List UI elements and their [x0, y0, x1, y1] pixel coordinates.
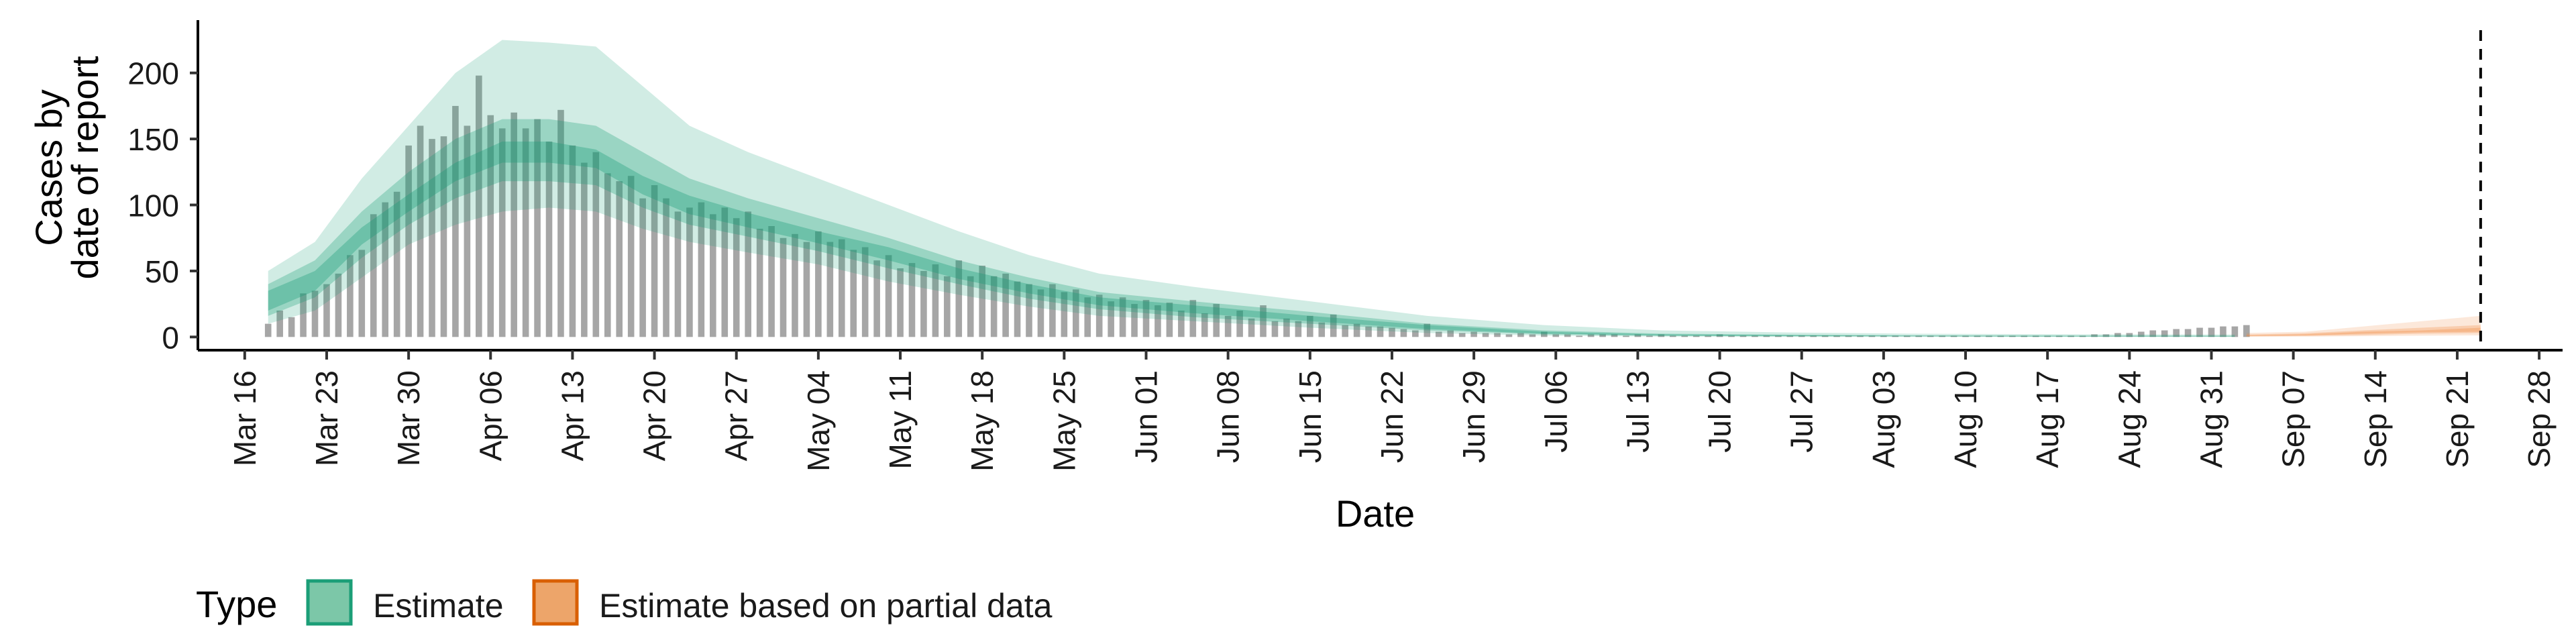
x-tick-label: Jun 01: [1128, 370, 1163, 463]
y-axis-ticks: 0 50 100 150 200: [127, 56, 198, 356]
x-tick-label: Aug 31: [2194, 370, 2229, 468]
x-tick-label: May 04: [801, 370, 836, 472]
y-tick-label: 100: [127, 189, 179, 223]
x-tick-label: Sep 21: [2440, 370, 2475, 468]
legend-estimate-label: Estimate: [373, 587, 504, 625]
x-tick-label: Sep 28: [2522, 370, 2557, 468]
x-tick-label: Jun 22: [1375, 370, 1409, 463]
x-tick-label: Aug 10: [1948, 370, 1983, 468]
legend: Type Estimate Estimate based on partial …: [196, 581, 1053, 625]
y-tick-label: 0: [162, 320, 179, 355]
x-tick-label: Jul 06: [1538, 370, 1573, 453]
case-bar: [288, 317, 295, 337]
y-tick-label: 150: [127, 122, 179, 157]
legend-title: Type: [196, 583, 277, 625]
legend-partial-label: Estimate based on partial data: [599, 587, 1053, 625]
x-tick-label: May 18: [965, 370, 1000, 472]
x-tick-label: Mar 16: [227, 370, 262, 466]
x-tick-label: Jul 20: [1703, 370, 1737, 453]
x-tick-label: Mar 23: [309, 370, 344, 466]
x-tick-label: Aug 17: [2030, 370, 2065, 468]
x-tick-label: Sep 14: [2358, 370, 2393, 468]
x-tick-label: Jun 15: [1293, 370, 1328, 463]
x-tick-label: Jul 13: [1620, 370, 1655, 453]
x-tick-label: Jun 29: [1456, 370, 1491, 463]
x-tick-label: Aug 03: [1866, 370, 1901, 468]
x-tick-label: Apr 06: [473, 370, 508, 462]
x-tick-label: Jul 27: [1784, 370, 1819, 453]
x-tick-label: Jun 08: [1211, 370, 1246, 463]
x-tick-label: May 11: [883, 370, 918, 469]
x-tick-label: Sep 07: [2276, 370, 2311, 468]
x-tick-label: Apr 13: [555, 370, 590, 462]
x-tick-label: Apr 20: [637, 370, 672, 462]
case-bar: [265, 324, 272, 337]
y-axis-title-line2: date of report: [64, 56, 106, 280]
x-axis-ticks: Mar 16 Mar 23 Mar 30 Apr 06 Apr 13 Apr 20 Apr …: [227, 350, 2557, 472]
x-tick-label: Apr 27: [719, 370, 754, 462]
partial-estimate-ribbons: [2247, 316, 2481, 337]
y-tick-label: 200: [127, 56, 179, 91]
legend-estimate-swatch: [308, 581, 351, 624]
x-axis-title: Date: [1336, 492, 1415, 535]
legend-partial-swatch: [534, 581, 577, 624]
y-tick-label: 50: [145, 254, 179, 289]
x-tick-label: Mar 30: [391, 370, 426, 466]
x-tick-label: May 25: [1046, 370, 1081, 472]
x-tick-label: Aug 24: [2112, 370, 2147, 468]
